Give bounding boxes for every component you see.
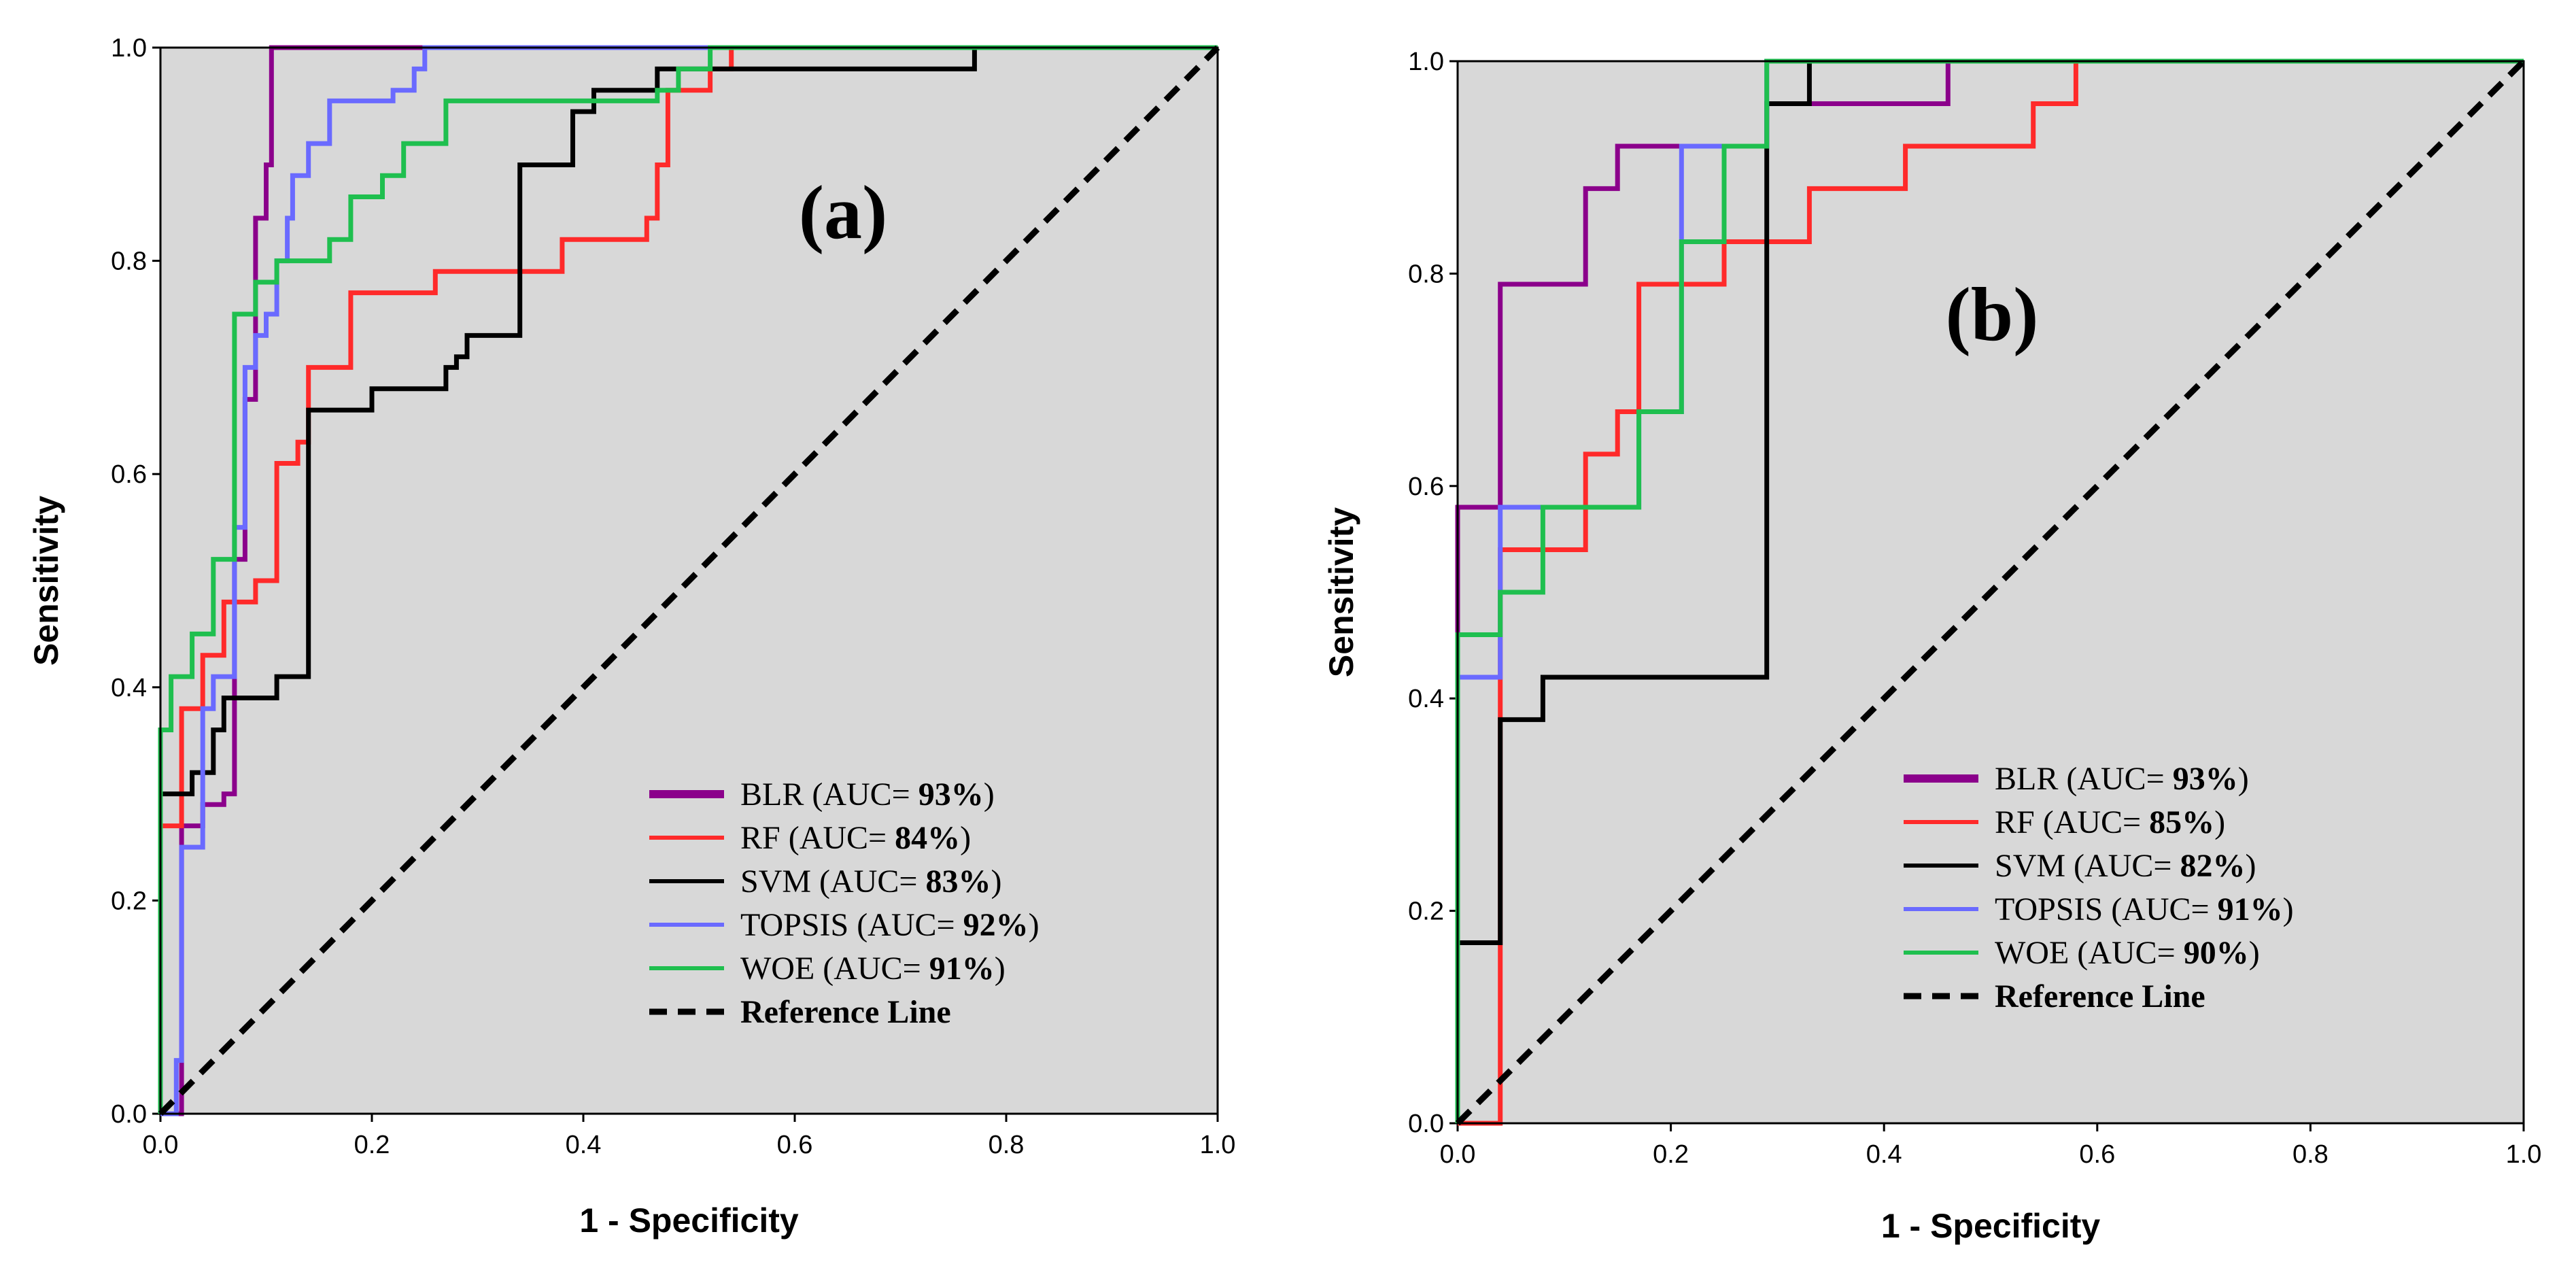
chart-panel-b: 0.0 0.2 0.4 0.6 0.8 1.0 0.0 0.2 0.4 0.6 0.8 1.0 (b) 1… xyxy=(1322,48,2541,1245)
x-tick-label: 0.8 xyxy=(989,1131,1025,1159)
y-tick-label: 1.0 xyxy=(111,34,147,63)
series-line-rf xyxy=(158,45,1218,1114)
series-line-reference-line xyxy=(1455,58,2526,1126)
legend-label-woe: WOE (AUC= 91%) xyxy=(740,951,1006,987)
y-tick-label: 0.8 xyxy=(1408,260,1444,288)
series-line-blr xyxy=(1455,58,2524,1123)
legend-label-reference-line: Reference Line xyxy=(740,994,951,1030)
y-tick-label: 0.2 xyxy=(111,887,147,915)
chart-panel-a: 0.0 0.2 0.4 0.6 0.8 1.0 0.0 0.2 0.4 0.6 0.8 1.0 (a) 1… xyxy=(27,34,1235,1240)
legend-label-blr: BLR (AUC= 93%) xyxy=(1995,761,2249,797)
y-tick-label: 0.4 xyxy=(1408,685,1444,713)
y-tick-label: 0.0 xyxy=(111,1100,147,1129)
legend-label-rf: RF (AUC= 85%) xyxy=(1995,804,2225,840)
plot-frame xyxy=(159,46,1219,1115)
legend: BLR (AUC= 93%) RF (AUC= 84%) SVM (AUC= 83%… xyxy=(649,776,1040,1030)
series-line-woe xyxy=(158,45,1218,1114)
x-tick-label: 0.6 xyxy=(2079,1140,2115,1169)
y-axis-title: Sensitivity xyxy=(27,496,65,666)
x-tick-label: 0.6 xyxy=(777,1131,813,1159)
y-tick-label: 0.2 xyxy=(1408,898,1444,926)
y-tick-label: 0.6 xyxy=(111,460,147,489)
series-line-reference-line xyxy=(158,45,1220,1116)
series-line-rf xyxy=(1458,58,2524,1126)
x-tick-label: 0.4 xyxy=(1866,1140,1902,1169)
y-tick-label: 0.8 xyxy=(111,247,147,276)
x-tick-label: 1.0 xyxy=(1200,1131,1236,1159)
legend-label-svm: SVM (AUC= 82%) xyxy=(1995,848,2256,884)
x-tick-label: 0.8 xyxy=(2292,1140,2329,1169)
plot-frame xyxy=(1456,60,2525,1125)
y-tick-label: 0.6 xyxy=(1408,473,1444,501)
x-tick-label: 0.0 xyxy=(143,1131,179,1159)
y-tick-label: 0.4 xyxy=(111,674,147,702)
y-tick-label: 1.0 xyxy=(1408,48,1444,76)
x-tick-label: 0.2 xyxy=(1653,1140,1689,1169)
legend-label-woe: WOE (AUC= 90%) xyxy=(1995,935,2260,971)
x-tick-label: 0.4 xyxy=(566,1131,602,1159)
y-axis-title: Sensitivity xyxy=(1322,507,1360,677)
legend-label-blr: BLR (AUC= 93%) xyxy=(740,776,995,813)
panel-label: (a) xyxy=(799,171,888,255)
x-axis-title: 1 - Specificity xyxy=(579,1201,799,1240)
x-axis-title: 1 - Specificity xyxy=(1881,1207,2101,1245)
legend-label-reference-line: Reference Line xyxy=(1995,978,2205,1014)
panel-label: (b) xyxy=(1946,273,2039,357)
legend-label-svm: SVM (AUC= 83%) xyxy=(740,864,1001,900)
x-tick-label: 0.2 xyxy=(354,1131,390,1159)
legend-label-rf: RF (AUC= 84%) xyxy=(740,820,971,856)
series-line-svm xyxy=(158,45,1218,1114)
series-line-blr xyxy=(160,45,1218,1116)
x-tick-label: 1.0 xyxy=(2506,1140,2542,1169)
legend-label-topsis: TOPSIS (AUC= 91%) xyxy=(1995,891,2294,927)
y-tick-label: 0.0 xyxy=(1408,1110,1444,1138)
legend-label-topsis: TOPSIS (AUC= 92%) xyxy=(740,907,1040,943)
series-line-woe xyxy=(1455,58,2524,1123)
legend: BLR (AUC= 93%) RF (AUC= 85%) SVM (AUC= 82%… xyxy=(1904,761,2294,1014)
series-line-svm xyxy=(1455,58,2524,1123)
x-tick-label: 0.0 xyxy=(1440,1140,1476,1169)
series-line-topsis xyxy=(160,45,1218,1116)
